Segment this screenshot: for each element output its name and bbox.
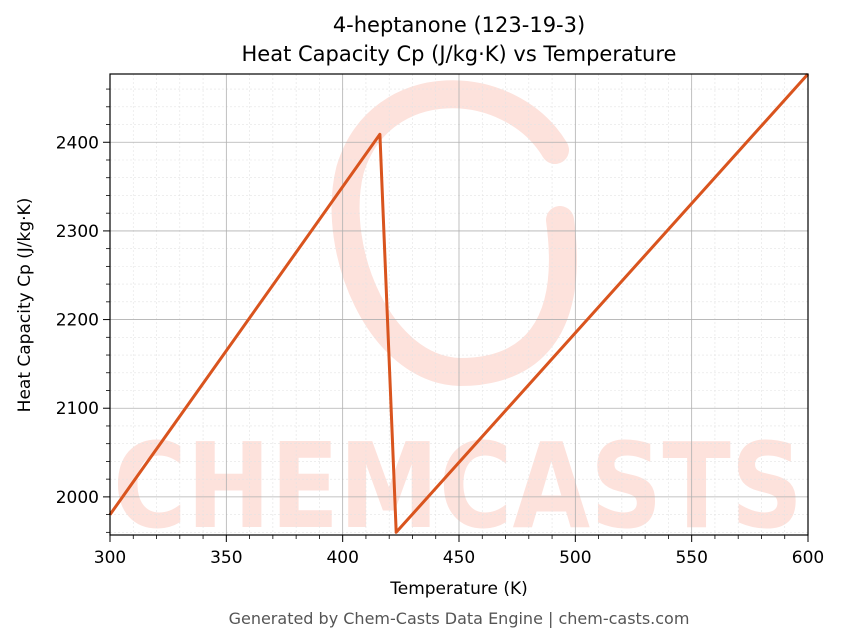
x-tick-label: 350	[210, 548, 242, 568]
series-line-0	[108, 72, 810, 534]
y-axis-label: Heat Capacity Cp (J/kg·K)	[15, 198, 35, 413]
x-tick-label: 300	[94, 548, 126, 568]
chart-title: 4-heptanone (123-19-3)	[333, 13, 585, 37]
watermark-swoosh	[331, 80, 577, 387]
y-tick-label: 2200	[56, 311, 99, 331]
x-tick-label: 600	[792, 548, 824, 568]
x-tick-label: 550	[675, 548, 707, 568]
series-layer	[108, 72, 810, 534]
x-axis-ticks: 300 350 400 450 500 550 600	[94, 535, 824, 568]
y-tick-label: 2300	[56, 222, 99, 242]
x-tick-label: 450	[443, 548, 475, 568]
x-tick-label: 500	[559, 548, 591, 568]
footer-credit: Generated by Chem-Casts Data Engine | ch…	[229, 609, 690, 628]
chart-subtitle: Heat Capacity Cp (J/kg·K) vs Temperature	[242, 42, 677, 66]
x-tick-label: 400	[326, 548, 358, 568]
watermark: CHEMCASTS	[113, 80, 803, 555]
y-axis-ticks: 2000 2100 2200 2300 2400	[56, 88, 110, 533]
watermark-text: CHEMCASTS	[113, 417, 803, 555]
x-axis-label: Temperature (K)	[389, 579, 528, 599]
y-tick-label: 2400	[56, 133, 99, 153]
y-tick-label: 2100	[56, 399, 99, 419]
y-tick-label: 2000	[56, 488, 99, 508]
